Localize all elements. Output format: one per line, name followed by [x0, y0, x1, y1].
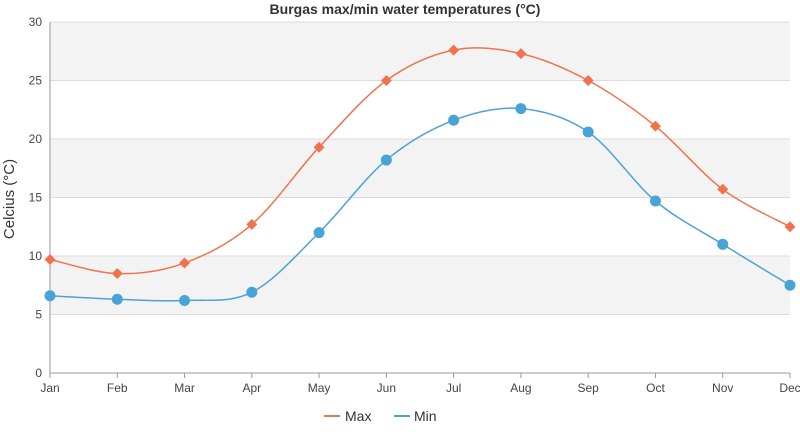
x-tick-label: Nov — [712, 381, 733, 395]
y-tick-labels: 0 5 10 15 20 25 30 — [29, 15, 43, 380]
x-tick-label: Oct — [646, 381, 665, 395]
data-point-min — [784, 279, 796, 291]
plot-band — [50, 314, 790, 373]
plot-band — [50, 256, 790, 315]
x-tick-label: Jun — [377, 381, 396, 395]
data-point-max — [717, 183, 729, 195]
plot-band — [50, 80, 790, 139]
data-point-max — [246, 218, 258, 230]
data-point-min — [515, 103, 527, 115]
plot-band — [50, 22, 790, 81]
legend-label-max: Max — [345, 408, 371, 424]
data-point-max — [649, 120, 661, 132]
data-point-min — [582, 126, 594, 138]
x-tick-label: Dec — [779, 381, 800, 395]
legend-label-min: Min — [414, 408, 437, 424]
plot-bands — [50, 22, 790, 373]
x-tick-label: Feb — [107, 381, 128, 395]
data-point-max — [313, 141, 325, 153]
data-point-min — [649, 195, 661, 207]
y-tick-label: 25 — [29, 74, 43, 88]
data-point-max — [784, 221, 796, 233]
series-markers — [44, 44, 796, 306]
x-tick-label: May — [308, 381, 331, 395]
data-point-min — [717, 238, 729, 250]
x-tick-label: Mar — [174, 381, 195, 395]
data-point-min — [448, 114, 460, 126]
data-point-max — [179, 257, 191, 269]
data-point-max — [582, 75, 594, 86]
axes — [49, 22, 790, 374]
x-tick-label: Sep — [578, 381, 600, 395]
legend-item-max[interactable]: Max — [324, 408, 371, 424]
x-tick-label: Jul — [446, 381, 461, 395]
plot-band — [50, 139, 790, 198]
gridlines — [50, 21, 790, 315]
x-tick-labels: Jan Feb Mar Apr May Jun Jul Aug Sep Oct Nov Dec — [40, 373, 800, 395]
x-tick-label: Aug — [510, 381, 531, 395]
y-tick-label: 5 — [35, 308, 42, 322]
data-point-max — [44, 254, 56, 266]
y-tick-label: 30 — [29, 15, 43, 29]
y-axis-label: Celcius (°C) — [1, 159, 18, 239]
data-point-min — [111, 293, 123, 305]
data-point-max — [515, 48, 527, 60]
data-point-min — [179, 294, 191, 306]
x-tick-label: Apr — [242, 381, 261, 395]
plot-band — [50, 197, 790, 256]
y-tick-label: 20 — [29, 132, 43, 146]
legend-item-min[interactable]: Min — [394, 408, 437, 424]
y-tick-label: 15 — [29, 191, 43, 205]
x-tick-label: Jan — [40, 381, 59, 395]
data-point-min — [313, 227, 325, 239]
y-tick-label: 0 — [35, 366, 42, 380]
data-point-max — [111, 268, 123, 280]
data-point-min — [246, 286, 258, 298]
y-tick-label: 10 — [29, 249, 43, 263]
data-point-max — [380, 75, 392, 86]
data-point-min — [380, 154, 392, 166]
data-point-min — [44, 290, 56, 302]
chart-title: Burgas max/min water temperatures (°C) — [270, 1, 541, 17]
data-point-max — [448, 44, 460, 56]
legend: Max Min — [324, 408, 437, 424]
